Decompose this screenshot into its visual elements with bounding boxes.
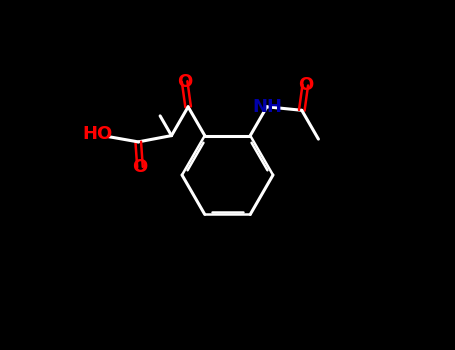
Text: O: O <box>298 76 313 94</box>
Text: HO: HO <box>83 125 113 143</box>
Text: O: O <box>132 158 147 176</box>
Text: O: O <box>177 72 192 91</box>
Text: NH: NH <box>252 98 282 116</box>
